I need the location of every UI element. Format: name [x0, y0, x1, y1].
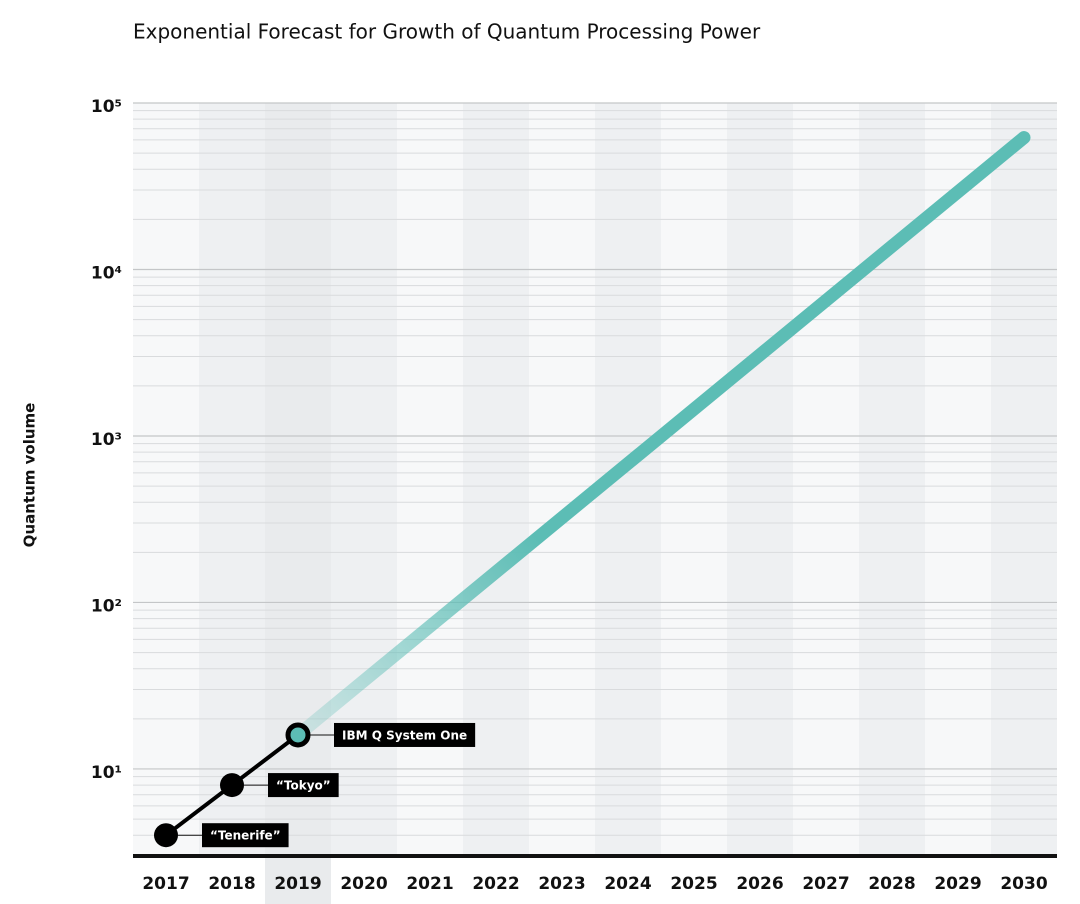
- label-box: [334, 722, 476, 747]
- point-label-text: “Tokyo”: [276, 779, 331, 793]
- data-point: [220, 773, 244, 798]
- point-label: “Tokyo”: [268, 773, 339, 798]
- grid: [133, 102, 1057, 857]
- x-tick-label: 2017: [142, 874, 189, 894]
- column-band: [529, 103, 595, 856]
- marks: “Tenerife” “Tokyo” IBM Q System One: [154, 131, 1031, 848]
- series-line: [291, 131, 1031, 742]
- column-band: [661, 103, 727, 856]
- label-box: [202, 823, 289, 848]
- point-label: “Tenerife”: [202, 823, 289, 848]
- column-band: [133, 103, 199, 856]
- point-label: IBM Q System One: [334, 722, 476, 747]
- column-band: [727, 103, 793, 856]
- x-tick-label: 2018: [208, 874, 255, 894]
- x-tick-label: 2028: [868, 874, 915, 894]
- x-tick-label: 2029: [934, 874, 981, 894]
- y-tick-label: 10⁵: [91, 97, 122, 117]
- x-tick-label: 2023: [538, 874, 585, 894]
- y-axis-label: Quantum volume: [21, 403, 39, 548]
- data-point: [154, 823, 178, 848]
- x-tick-label: 2027: [802, 874, 849, 894]
- label-box: [268, 773, 339, 798]
- x-tick-label: 2026: [736, 874, 783, 894]
- x-tick-label: 2022: [472, 874, 519, 894]
- point-label-text: IBM Q System One: [342, 728, 467, 742]
- y-tick-label: 10⁴: [91, 263, 122, 283]
- column-band: [265, 103, 331, 904]
- y-tick-label: 10²: [91, 596, 122, 616]
- x-tick-label: 2020: [340, 874, 387, 894]
- column-band: [793, 103, 859, 856]
- y-tick-label: 10¹: [91, 763, 122, 783]
- chart-title: Exponential Forecast for Growth of Quant…: [133, 20, 761, 44]
- column-band: [859, 103, 925, 856]
- data-point: [285, 722, 311, 748]
- column-band: [991, 103, 1057, 856]
- point-label-text: “Tenerife”: [210, 829, 281, 843]
- x-tick-label: 2030: [1000, 874, 1047, 894]
- x-tick-label: 2025: [670, 874, 717, 894]
- column-band: [925, 103, 991, 856]
- x-tick-label: 2021: [406, 874, 453, 894]
- y-tick-label: 10³: [91, 430, 122, 450]
- x-tick-label: 2019: [274, 874, 321, 894]
- column-band: [199, 103, 265, 856]
- x-tick-label: 2024: [604, 874, 651, 894]
